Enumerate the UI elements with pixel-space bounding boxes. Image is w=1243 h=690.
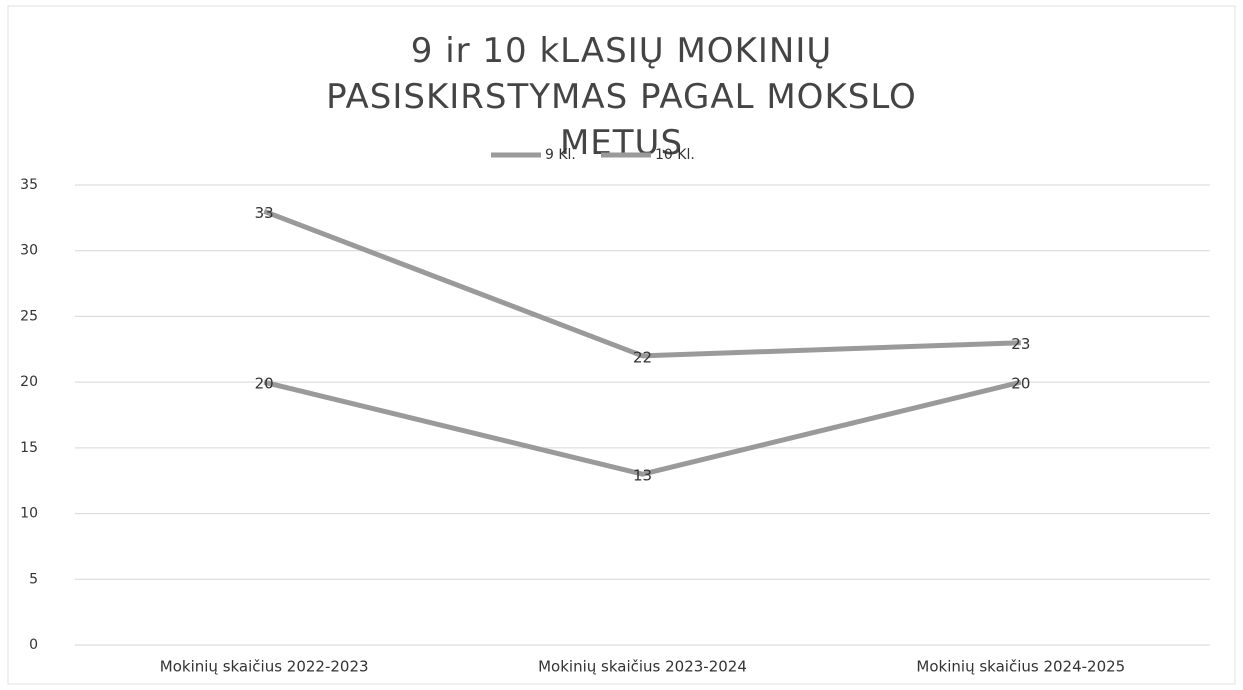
x-tick-label: Mokinių skaičius 2022-2023	[160, 658, 369, 676]
x-tick-label: Mokinių skaičius 2024-2025	[916, 658, 1125, 676]
series-line	[263, 208, 1021, 359]
chart-border	[7, 5, 1236, 685]
y-tick-label: 0	[29, 637, 38, 653]
y-tick-label: 15	[20, 440, 38, 456]
y-tick-label: 10	[20, 506, 38, 522]
data-label: 22	[633, 348, 652, 366]
data-label: 33	[255, 204, 274, 222]
chart-title: 9 ir 10 kLASIŲ MOKINIŲ PASISKIRSTYMAS PA…	[326, 31, 917, 163]
y-tick-label: 30	[20, 243, 38, 259]
legend-label: 10 Kl.	[655, 147, 695, 163]
x-tick-label: Mokinių skaičius 2023-2024	[538, 658, 747, 676]
y-tick-label: 20	[20, 374, 38, 390]
y-tick-label: 35	[20, 177, 38, 193]
y-tick-label: 25	[20, 308, 38, 324]
y-tick-label: 5	[29, 571, 38, 587]
data-label: 20	[255, 375, 274, 393]
data-label: 13	[633, 467, 652, 485]
data-label: 20	[1011, 375, 1030, 393]
legend-label: 9 Kl.	[545, 147, 576, 163]
data-label: 23	[1011, 335, 1030, 353]
series-line	[263, 379, 1022, 477]
